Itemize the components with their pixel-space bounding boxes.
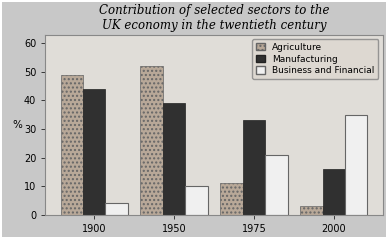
Bar xyxy=(323,169,345,215)
Bar xyxy=(221,183,243,215)
Bar xyxy=(300,206,323,215)
Bar xyxy=(105,203,128,215)
Bar xyxy=(83,89,105,215)
Bar xyxy=(345,115,368,215)
Bar xyxy=(243,120,265,215)
Bar xyxy=(265,155,288,215)
Bar xyxy=(60,75,83,215)
Bar xyxy=(185,186,207,215)
Title: Contribution of selected sectors to the
UK economy in the twentieth century: Contribution of selected sectors to the … xyxy=(99,4,329,32)
Bar xyxy=(140,66,163,215)
Y-axis label: %: % xyxy=(12,120,22,130)
Legend: Agriculture, Manufacturing, Business and Financial: Agriculture, Manufacturing, Business and… xyxy=(252,39,378,79)
Bar xyxy=(163,103,185,215)
